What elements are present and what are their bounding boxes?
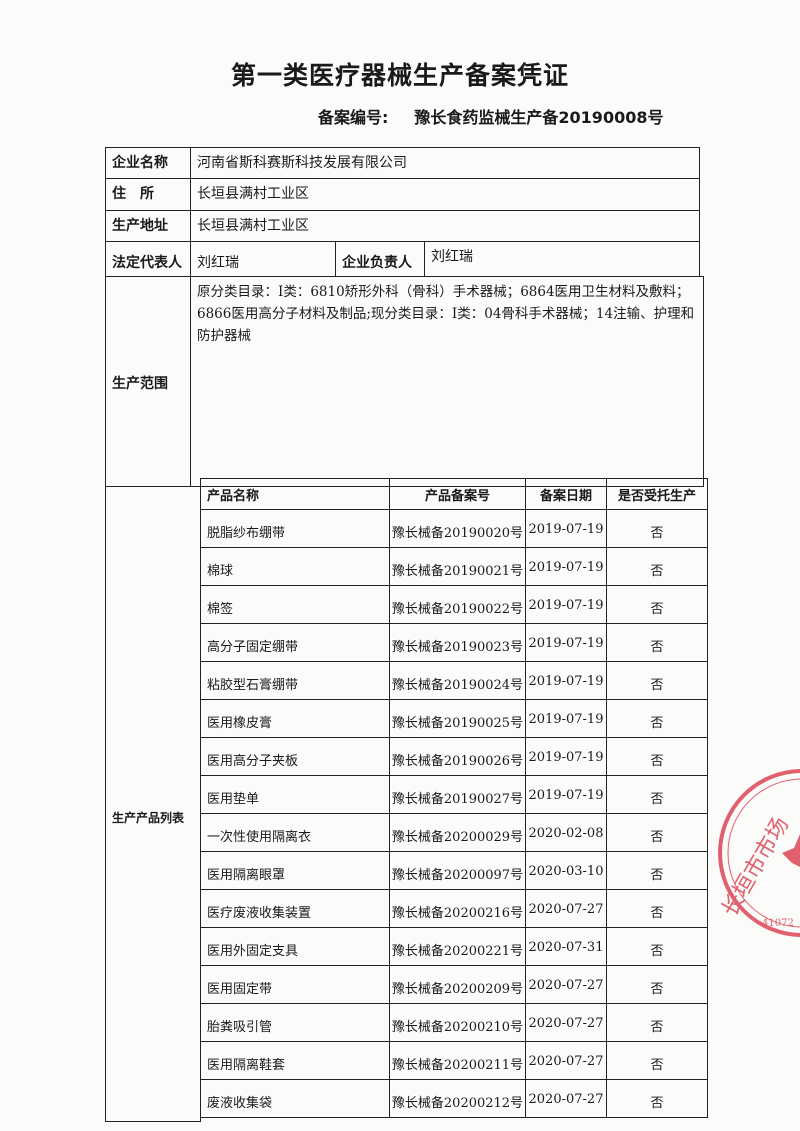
- svg-text:41072: 41072: [762, 918, 794, 929]
- record-date: 2020-07-27: [525, 889, 607, 928]
- entrusted-production: 否: [606, 661, 708, 700]
- header-product-name: 产品名称: [200, 478, 390, 510]
- entrusted-production: 否: [606, 699, 708, 738]
- product-name: 医用外固定支具: [200, 927, 390, 966]
- record-date: 2020-07-31: [525, 927, 607, 966]
- record-date: 2020-07-27: [525, 1079, 607, 1118]
- product-name: 医用高分子夹板: [200, 737, 390, 776]
- product-record-number: 豫长械备20200221号: [389, 927, 526, 966]
- product-name: 医用垫单: [200, 775, 390, 814]
- record-date: 2020-07-27: [525, 965, 607, 1004]
- product-name: 粘胶型石膏绷带: [200, 661, 390, 700]
- product-record-number: 豫长械备20200211号: [389, 1041, 526, 1080]
- product-record-number: 豫长械备20200212号: [389, 1079, 526, 1118]
- legal-rep-value: 刘红瑞: [190, 241, 336, 277]
- entrusted-production: 否: [606, 737, 708, 776]
- product-name: 胎粪吸引管: [200, 1003, 390, 1042]
- entrusted-production: 否: [606, 1079, 708, 1118]
- entrusted-production: 否: [606, 851, 708, 890]
- record-date: 2019-07-19: [525, 775, 607, 814]
- scope-label: 生产范围: [105, 276, 191, 487]
- product-name: 废液收集袋: [200, 1079, 390, 1118]
- product-name: 医疗废液收集装置: [200, 889, 390, 928]
- scope-value: 原分类目录：Ⅰ类：6810矫形外科（骨科）手术器械；6864医用卫生材料及敷料；…: [190, 276, 704, 487]
- entrusted-production: 否: [606, 927, 708, 966]
- address-value: 长垣县满村工业区: [190, 178, 700, 211]
- official-seal-icon: 长垣市市场 41072: [718, 769, 800, 937]
- record-date: 2020-02-08: [525, 813, 607, 852]
- product-record-number: 豫长械备20190022号: [389, 585, 526, 624]
- record-date: 2019-07-19: [525, 585, 607, 624]
- record-date: 2019-07-19: [525, 737, 607, 776]
- header-product-record-number: 产品备案号: [389, 478, 526, 510]
- product-record-number: 豫长械备20190020号: [389, 509, 526, 548]
- entrusted-production: 否: [606, 623, 708, 662]
- entrusted-production: 否: [606, 813, 708, 852]
- product-record-number: 豫长械备20190025号: [389, 699, 526, 738]
- product-record-number: 豫长械备20200216号: [389, 889, 526, 928]
- legal-rep-label: 法定代表人: [105, 241, 191, 277]
- record-date: 2020-03-10: [525, 851, 607, 890]
- product-name: 医用隔离眼罩: [200, 851, 390, 890]
- entrusted-production: 否: [606, 585, 708, 624]
- product-record-number: 豫长械备20200209号: [389, 965, 526, 1004]
- product-name: 医用固定带: [200, 965, 390, 1004]
- entrusted-production: 否: [606, 1003, 708, 1042]
- product-name: 医用橡皮膏: [200, 699, 390, 738]
- entrusted-production: 否: [606, 775, 708, 814]
- record-date: 2019-07-19: [525, 623, 607, 662]
- product-name: 棉签: [200, 585, 390, 624]
- record-date: 2019-07-19: [525, 547, 607, 586]
- production-address-value: 长垣县满村工业区: [190, 210, 700, 242]
- company-value: 河南省斯科赛斯科技发展有限公司: [190, 147, 700, 179]
- entrusted-production: 否: [606, 509, 708, 548]
- product-name: 医用隔离鞋套: [200, 1041, 390, 1080]
- page-title: 第一类医疗器械生产备案凭证: [230, 61, 569, 90]
- entrusted-production: 否: [606, 1041, 708, 1080]
- entrusted-production: 否: [606, 889, 708, 928]
- head-label: 企业负责人: [335, 241, 425, 277]
- product-record-number: 豫长械备20190024号: [389, 661, 526, 700]
- product-record-number: 豫长械备20190027号: [389, 775, 526, 814]
- record-date: 2019-07-19: [525, 509, 607, 548]
- production-address-label: 生产地址: [105, 210, 191, 242]
- product-record-number: 豫长械备20190021号: [389, 547, 526, 586]
- entrusted-production: 否: [606, 547, 708, 586]
- record-date: 2019-07-19: [525, 699, 607, 738]
- address-label: 住 所: [105, 178, 191, 211]
- products-label: 生产产品列表: [105, 486, 201, 1122]
- head-value: 刘红瑞: [424, 241, 700, 277]
- product-record-number: 豫长械备20190026号: [389, 737, 526, 776]
- record-number-value: 豫长食药监械生产备20190008号: [414, 108, 664, 127]
- product-name: 脱脂纱布绷带: [200, 509, 390, 548]
- header-record-date: 备案日期: [525, 478, 607, 510]
- product-name: 高分子固定绷带: [200, 623, 390, 662]
- record-number: 备案编号: 豫长食药监械生产备20190008号: [318, 104, 689, 128]
- product-name: 一次性使用隔离衣: [200, 813, 390, 852]
- record-date: 2020-07-27: [525, 1003, 607, 1042]
- record-date: 2020-07-27: [525, 1041, 607, 1080]
- product-record-number: 豫长械备20200029号: [389, 813, 526, 852]
- company-label: 企业名称: [105, 147, 191, 179]
- record-date: 2019-07-19: [525, 661, 607, 700]
- record-number-label: 备案编号:: [318, 108, 389, 127]
- header-entrusted-production: 是否受托生产: [606, 478, 708, 510]
- product-record-number: 豫长械备20190023号: [389, 623, 526, 662]
- product-name: 棉球: [200, 547, 390, 586]
- product-record-number: 豫长械备20200097号: [389, 851, 526, 890]
- product-record-number: 豫长械备20200210号: [389, 1003, 526, 1042]
- entrusted-production: 否: [606, 965, 708, 1004]
